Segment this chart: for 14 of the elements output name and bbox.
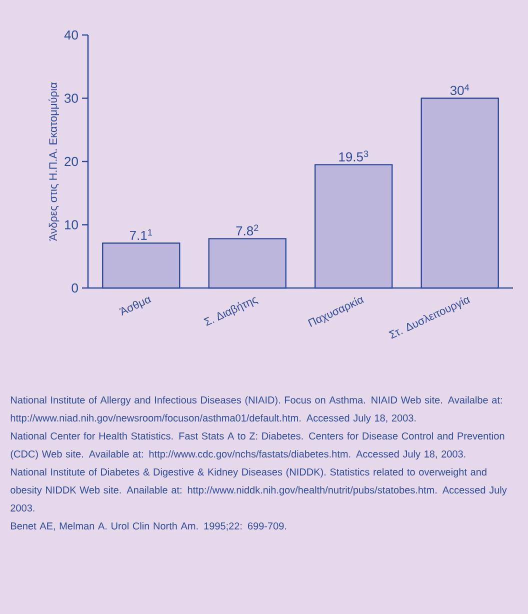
text: National Institute of Diabetes & Digestive & Kidney Diseases (NIDDK). Statistics related to overweight and obesity NIDDK Web site. Anailable at: http://www.niddk.nih.gov/health/nutrit/pubs/statobes.htm. Accessed July 2003.	[10, 468, 507, 512]
y-tick-label: 10	[64, 220, 78, 230]
y-tick-label: 20	[64, 156, 78, 166]
y-axis-title: Άνδρες στις Η.Π.Α. Εκατομμύρια	[48, 82, 60, 241]
text: National Center for Health Statistics. Fast Stats A to Z: Diabetes. Centers for Disease Control and Prevention (CDC) Web site. Available at: http://www.cdc.gov/nchs/fastats/diabetes.htm. Accessed July 18, 2003.	[10, 432, 504, 460]
data-label: 7.1$^{1}$	[130, 229, 152, 240]
text: Benet AE, Melman A. Urol Clin North Am. 1995;22: 699-709.	[11, 522, 286, 531]
y-tick-label: 40	[64, 30, 78, 40]
y-tick-label: 30	[64, 94, 78, 103]
data-label: 19.5$^{3}$	[339, 150, 368, 162]
data-label: 30$^{4}$	[450, 84, 470, 96]
text: National Institute of Allergy and Infectious Diseases (NIAID). Focus on Asthma. NIAID Web site. Availalbe at: http://www.niad.nih.gov/newsroom/focuson/asthma01/default.htm. Accessed July 18, 2003.	[10, 396, 502, 424]
y-tick-label: 0	[72, 283, 78, 293]
data-label: 7.8$^{2}$	[236, 224, 258, 236]
